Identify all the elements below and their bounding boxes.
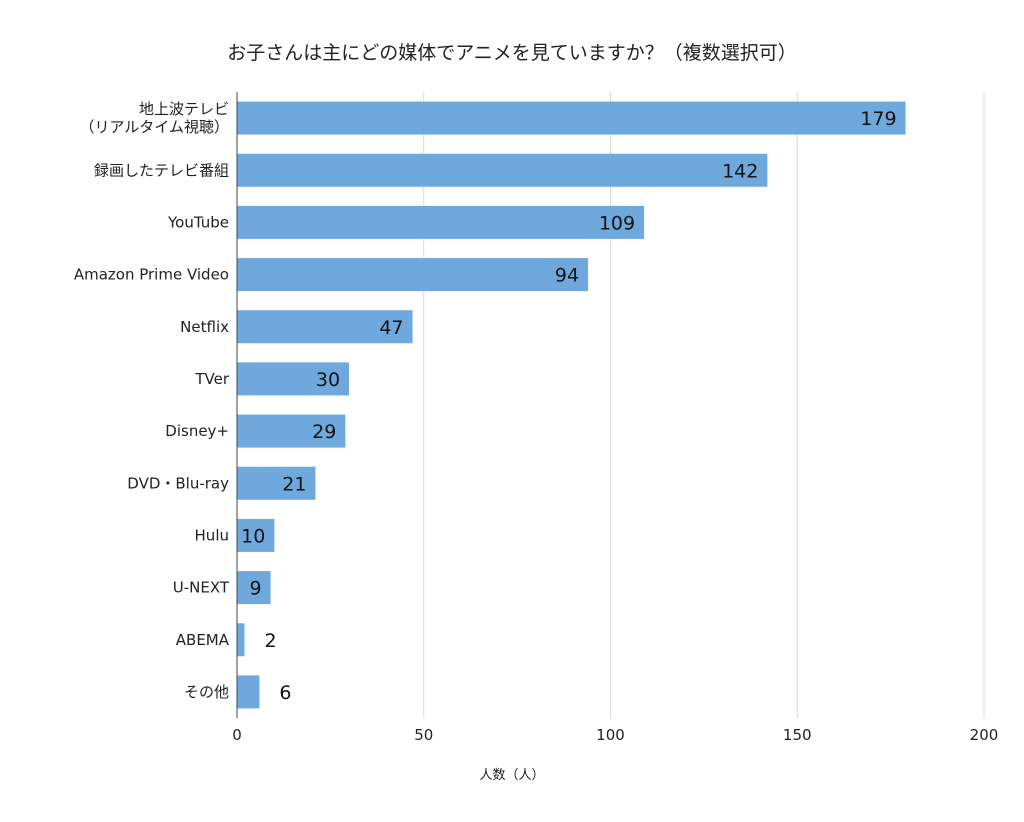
data-label: 47 bbox=[379, 317, 403, 339]
category-label: Amazon Prime Video bbox=[74, 266, 229, 284]
category-label: Hulu bbox=[195, 526, 229, 544]
category-label: U-NEXT bbox=[173, 579, 230, 597]
x-tick-label: 50 bbox=[414, 726, 433, 744]
data-label: 30 bbox=[316, 369, 340, 391]
category-label: Disney+ bbox=[165, 422, 229, 440]
category-label: Netflix bbox=[180, 318, 229, 336]
category-label: （リアルタイム視聴） bbox=[79, 118, 229, 136]
data-label: 9 bbox=[250, 578, 262, 600]
data-label: 2 bbox=[264, 630, 276, 652]
x-tick-label: 100 bbox=[596, 726, 625, 744]
category-label: ABEMA bbox=[176, 631, 230, 649]
data-label: 10 bbox=[241, 525, 265, 547]
category-label: その他 bbox=[184, 683, 229, 701]
bar bbox=[237, 258, 589, 292]
bar bbox=[237, 205, 645, 239]
bar bbox=[237, 466, 316, 500]
bar bbox=[237, 518, 275, 552]
bar bbox=[237, 153, 768, 187]
x-tick-label: 0 bbox=[232, 726, 242, 744]
data-label: 94 bbox=[555, 265, 579, 287]
data-label: 29 bbox=[312, 421, 336, 443]
x-axis-title: 人数（人） bbox=[479, 768, 545, 783]
bar bbox=[237, 310, 413, 344]
data-label: 142 bbox=[722, 160, 758, 182]
bar bbox=[237, 414, 346, 448]
bar bbox=[237, 623, 245, 657]
data-label: 109 bbox=[599, 212, 635, 234]
bar bbox=[237, 675, 260, 709]
data-label: 6 bbox=[279, 682, 291, 704]
category-label: 録画したテレビ番組 bbox=[94, 161, 229, 179]
category-label: TVer bbox=[194, 370, 229, 388]
chart-title: お子さんは主にどの媒体でアニメを見ていますか？（複数選択可） bbox=[227, 42, 797, 64]
category-label: 地上波テレビ bbox=[139, 100, 229, 118]
data-label: 21 bbox=[282, 473, 306, 495]
x-tick-label: 150 bbox=[783, 726, 812, 744]
bar bbox=[237, 571, 271, 605]
bar bbox=[237, 101, 906, 135]
category-label: YouTube bbox=[167, 213, 229, 231]
data-label: 179 bbox=[860, 108, 896, 130]
bar bbox=[237, 362, 350, 396]
category-label: DVD・Blu-ray bbox=[127, 474, 229, 492]
x-tick-label: 200 bbox=[970, 726, 999, 744]
